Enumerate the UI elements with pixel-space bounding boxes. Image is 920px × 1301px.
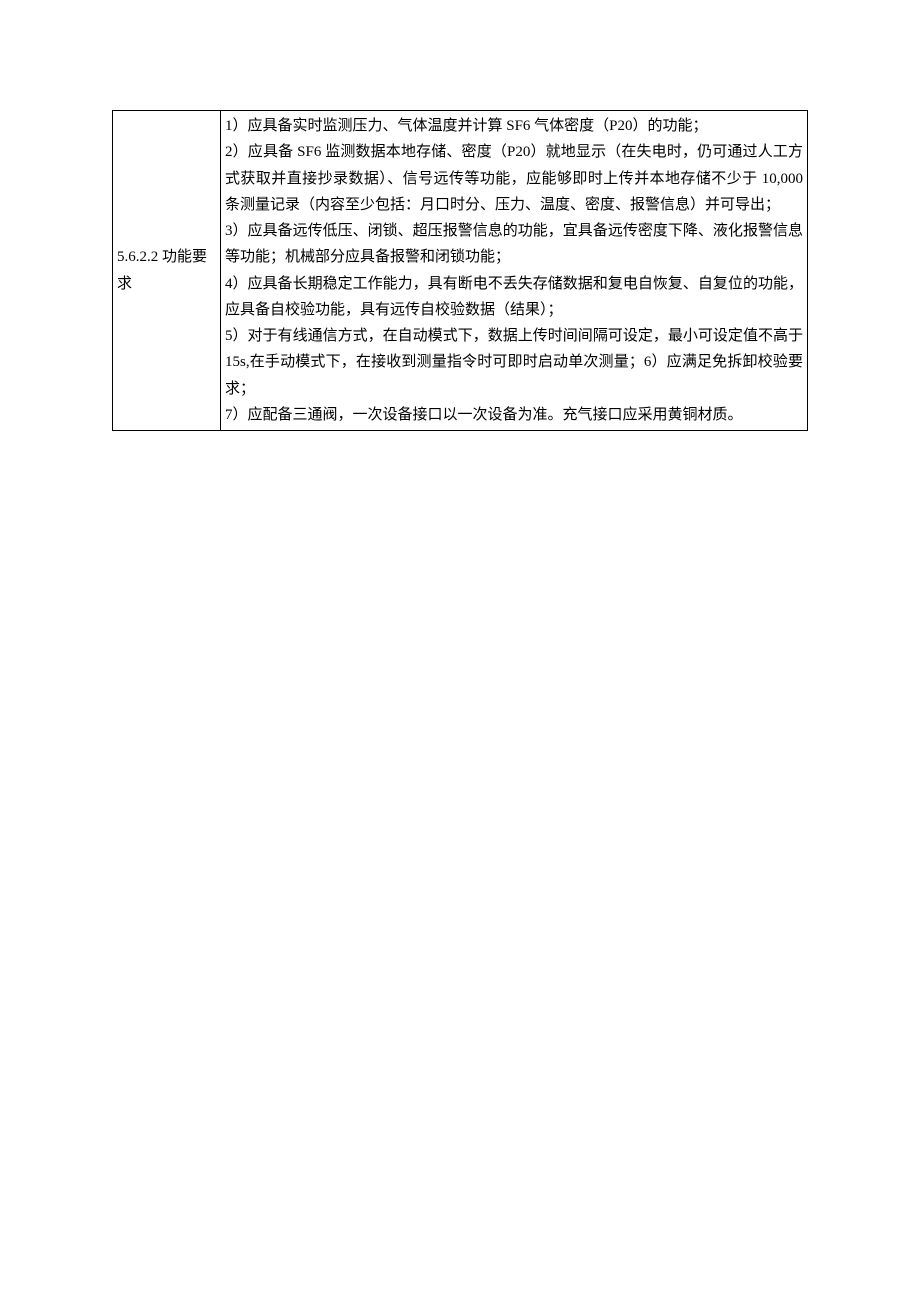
section-label-cell: 5.6.2.2 功能要求 xyxy=(113,111,221,431)
list-item: 2）应具备 SF6 监测数据本地存储、密度（P20）就地显示（在失电时，仍可通过… xyxy=(225,139,803,218)
section-content-cell: 1）应具备实时监测压力、气体温度并计算 SF6 气体密度（P20）的功能； 2）… xyxy=(221,111,808,431)
list-item: 3）应具备远传低压、闭锁、超压报警信息的功能，宜具备远传密度下降、液化报警信息等… xyxy=(225,218,803,271)
list-item: 1）应具备实时监测压力、气体温度并计算 SF6 气体密度（P20）的功能； xyxy=(225,113,803,139)
specification-table: 5.6.2.2 功能要求 1）应具备实时监测压力、气体温度并计算 SF6 气体密… xyxy=(112,110,808,431)
list-item: 7）应配备三通阀，一次设备接口以一次设备为准。充气接口应采用黄铜材质。 xyxy=(225,402,803,428)
list-item: 5）对于有线通信方式，在自动模式下，数据上传时间间隔可设定，最小可设定值不高于 … xyxy=(225,323,803,402)
section-label: 5.6.2.2 功能要求 xyxy=(117,249,207,291)
table-row: 5.6.2.2 功能要求 1）应具备实时监测压力、气体温度并计算 SF6 气体密… xyxy=(113,111,808,431)
list-item: 4）应具备长期稳定工作能力，具有断电不丢失存储数据和复电自恢复、自复位的功能，应… xyxy=(225,271,803,324)
